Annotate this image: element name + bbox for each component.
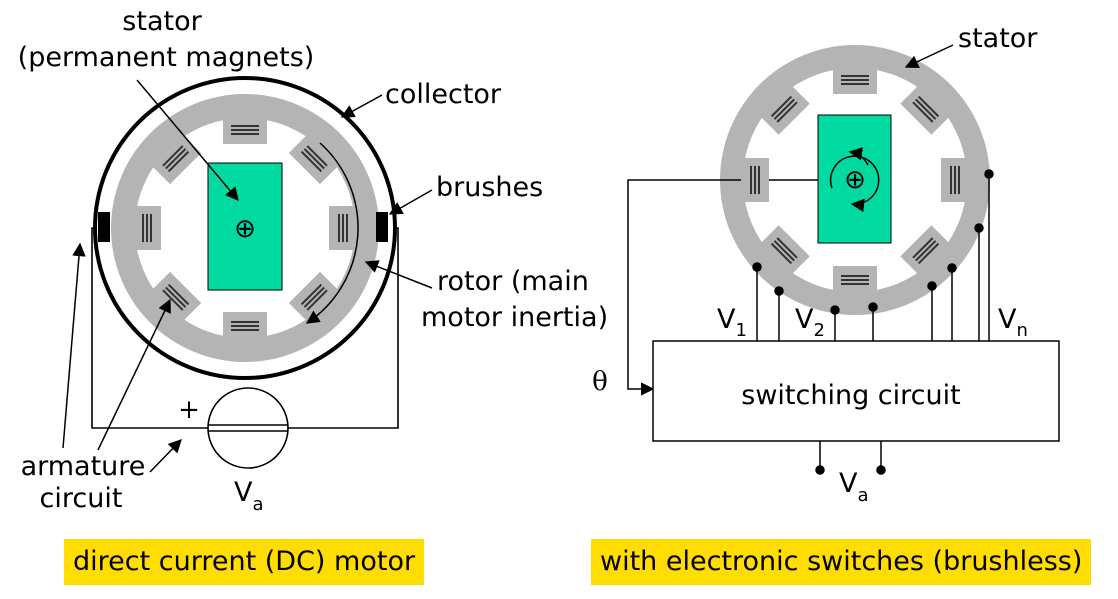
collector-pointer xyxy=(340,94,383,118)
stator-label-line2: (permanent magnets) xyxy=(18,42,315,73)
va-label-left: Va xyxy=(234,477,264,515)
va-label-right: Va xyxy=(839,468,869,506)
dc-motor-caption: direct current (DC) motor xyxy=(64,539,425,585)
phase-wires xyxy=(752,169,994,341)
supply-terminals xyxy=(815,441,886,475)
bl-rotation-arrow xyxy=(829,155,880,213)
pole-windings xyxy=(142,125,348,331)
stator-pointer xyxy=(136,79,239,202)
brush-right xyxy=(376,212,388,242)
switching-circuit-label: switching circuit xyxy=(741,380,960,411)
rotor-label-line2: motor inertia) xyxy=(421,302,608,333)
rotor-axis-symbol: ⊕ xyxy=(234,214,256,244)
voltage-source xyxy=(207,387,289,469)
rotation-arrow xyxy=(305,142,359,324)
vn-label: Vn xyxy=(998,304,1028,341)
brushes-label: brushes xyxy=(436,172,543,203)
plus-sign: + xyxy=(178,395,200,425)
armature-pointer-1 xyxy=(62,242,86,449)
v2-label: V2 xyxy=(795,304,825,341)
brushless-motor-caption: with electronic switches (brushless) xyxy=(591,539,1092,585)
armature-label-line2: circuit xyxy=(40,483,123,514)
rotor-pointer xyxy=(364,260,433,289)
dc-motor: ⊕ + Va stator (permanent magnets) collec… xyxy=(18,6,608,515)
collector-label: collector xyxy=(385,79,502,110)
armature-pointer-2 xyxy=(97,298,171,451)
bl-stator-label: stator xyxy=(958,23,1038,54)
theta-feedback-wire xyxy=(627,179,842,396)
bl-rotor-axis-symbol: ⊕ xyxy=(844,165,866,195)
armature-pointer-3 xyxy=(149,439,182,473)
bl-stator-pointer xyxy=(904,44,954,68)
rotor-magnet xyxy=(207,162,283,291)
v1-label: V1 xyxy=(717,304,747,341)
bl-pole-windings xyxy=(750,75,960,285)
brushes-pointer xyxy=(388,189,433,215)
brushless-motor: ⊕ switching circuit Va V1 V2 Vn θ stator xyxy=(592,23,1060,506)
brush-left xyxy=(98,212,110,242)
stator-label-line1: stator xyxy=(122,6,202,37)
rotor-label-line1: rotor (main xyxy=(437,266,589,297)
switching-circuit-box xyxy=(652,340,1060,442)
armature-label-line1: armature xyxy=(21,451,146,482)
theta-label: θ xyxy=(592,367,608,397)
